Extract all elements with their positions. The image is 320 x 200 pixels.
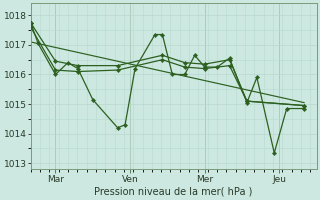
X-axis label: Pression niveau de la mer( hPa ): Pression niveau de la mer( hPa ) [94, 187, 253, 197]
